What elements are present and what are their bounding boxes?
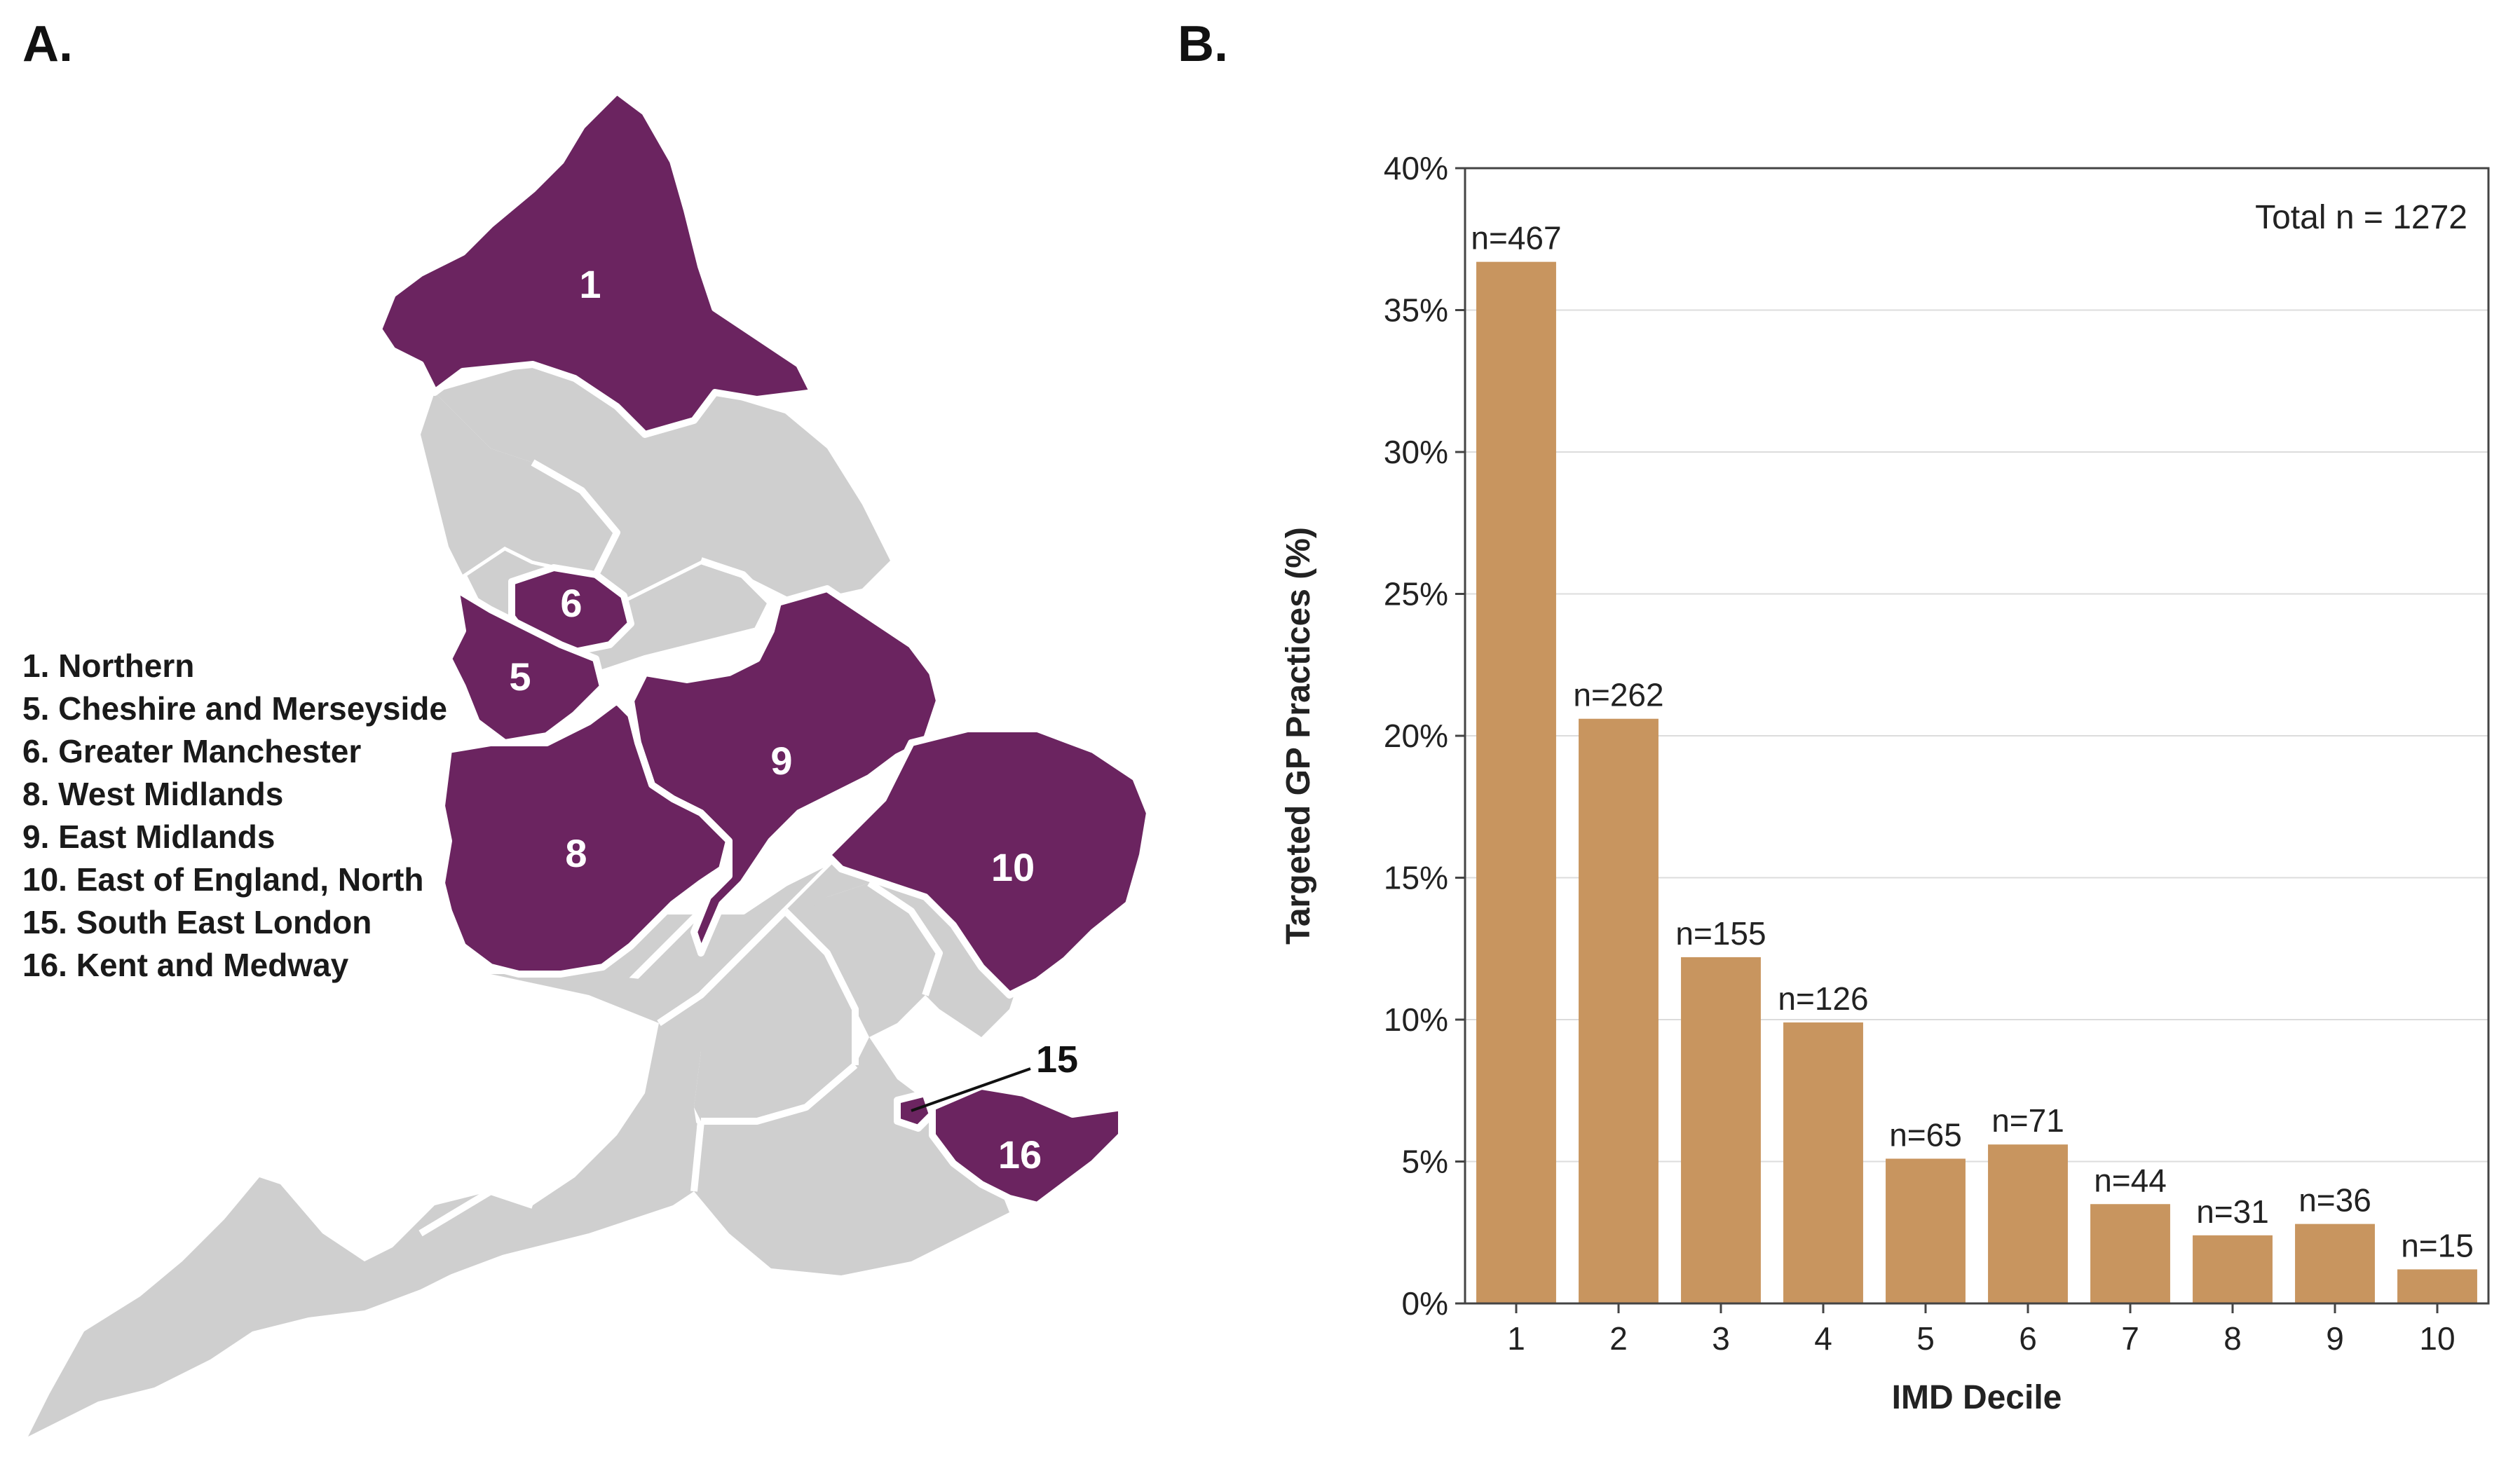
- bar-data-label: n=155: [1675, 915, 1766, 952]
- bar-data-label: n=71: [1991, 1102, 2064, 1139]
- y-tick-label: 20%: [1384, 718, 1448, 754]
- bar: [1579, 718, 1659, 1303]
- bar-data-labels: n=467 n=262 n=155 n=126 n=65 n=71 n=44 n=31 n=36…: [1471, 220, 2473, 1264]
- bars: [1476, 261, 2477, 1303]
- map-grey-fill-lancs: [421, 392, 617, 575]
- bar: [1783, 1022, 1863, 1303]
- legend-item: 1. Northern: [22, 648, 195, 684]
- y-tick-label: 40%: [1384, 150, 1448, 186]
- bar-data-label: n=44: [2094, 1162, 2167, 1198]
- bar: [1988, 1144, 2068, 1303]
- x-tick-label: 2: [1609, 1320, 1628, 1357]
- map-grey-fill-lon: [785, 883, 939, 1037]
- map-grey-fill-yorks: [435, 364, 890, 603]
- callout-line-15: [911, 1067, 1031, 1112]
- bar: [1476, 261, 1556, 1303]
- legend-item: 5. Cheshire and Merseyside: [22, 690, 447, 727]
- map-region-1-northern: [375, 88, 817, 438]
- map-region-8-west-midlands: [438, 697, 733, 978]
- legend-item: 10. East of England, North: [22, 861, 424, 898]
- bar-data-label: n=126: [1778, 980, 1868, 1017]
- legend-item: 16. Kent and Medway: [22, 947, 349, 983]
- bar-data-label: n=31: [2196, 1193, 2269, 1230]
- y-axis-title: Targeted GP Practices (%): [1280, 527, 1317, 945]
- legend-item: 6. Greater Manchester: [22, 733, 362, 769]
- region-label-6: 6: [560, 581, 582, 625]
- bar: [1681, 957, 1761, 1303]
- map-grey-fill-sc: [659, 911, 855, 1121]
- map-grey-fill-se: [694, 1037, 1009, 1275]
- england-map: 15 1 6 5 9 8 10 16: [25, 88, 1153, 1440]
- y-tick-label: 0%: [1402, 1285, 1448, 1322]
- bar-data-label: n=65: [1889, 1116, 1962, 1153]
- x-tick-label: 5: [1916, 1320, 1935, 1357]
- bar: [2193, 1235, 2273, 1303]
- x-tick-label: 1: [1507, 1320, 1525, 1357]
- region-label-5: 5: [509, 655, 531, 699]
- x-tick-label: 10: [2419, 1320, 2455, 1357]
- y-tick-labels: 0% 5% 10% 15% 20% 25% 30% 35% 40%: [1384, 150, 1448, 1322]
- x-tick-label: 9: [2326, 1320, 2344, 1357]
- map-region-5-cheshire-merseyside: [445, 585, 606, 746]
- x-tick-label: 4: [1814, 1320, 1832, 1357]
- map-grey-fill-sw: [28, 974, 701, 1437]
- legend-item: 9. East Midlands: [22, 818, 275, 855]
- region-legend: 1. Northern 5. Cheshire and Merseyside 6…: [22, 645, 447, 987]
- x-tick-label: 6: [2019, 1320, 2037, 1357]
- x-tick-labels: 1 2 3 4 5 6 7 8 9 10: [1507, 1303, 2456, 1357]
- region-label-8: 8: [565, 831, 587, 875]
- region-label-16: 16: [998, 1132, 1042, 1177]
- bar: [1886, 1158, 1966, 1303]
- panel-b-label: B.: [1178, 16, 1228, 72]
- x-tick-label: 7: [2121, 1320, 2139, 1357]
- total-annotation: Total n = 1272: [2255, 199, 2467, 236]
- bar-data-label: n=262: [1573, 677, 1663, 713]
- bar: [2397, 1269, 2477, 1303]
- region-label-10: 10: [991, 845, 1035, 889]
- y-tick-label: 10%: [1384, 1001, 1448, 1038]
- bar-data-label: n=36: [2298, 1182, 2371, 1219]
- y-tick-label: 30%: [1384, 434, 1448, 470]
- region-label-1: 1: [579, 262, 601, 306]
- legend-item: 15. South East London: [22, 904, 372, 940]
- map-region-9-east-midlands: [627, 585, 943, 957]
- bar-data-label: n=15: [2401, 1227, 2474, 1263]
- y-tick-label: 5%: [1402, 1144, 1448, 1180]
- panel-a-label: A.: [22, 16, 73, 72]
- bar-data-label: n=467: [1471, 220, 1561, 256]
- bar: [2295, 1224, 2375, 1303]
- region-label-9: 9: [770, 739, 792, 783]
- legend-item: 8. West Midlands: [22, 776, 284, 812]
- map-region-16-kent-medway: [929, 1083, 1125, 1209]
- x-tick-label: 8: [2223, 1320, 2242, 1357]
- y-tick-label: 35%: [1384, 292, 1448, 329]
- map-region-10-east-of-england-north: [824, 725, 1153, 999]
- plot-frame: [1464, 167, 2490, 1305]
- y-tick-label: 15%: [1384, 860, 1448, 896]
- x-axis-title: IMD Decile: [1892, 1379, 2062, 1416]
- y-tick-label: 25%: [1384, 576, 1448, 612]
- callout-label-15: 15: [1036, 1039, 1078, 1081]
- bar: [2090, 1204, 2170, 1303]
- x-tick-label: 3: [1712, 1320, 1730, 1357]
